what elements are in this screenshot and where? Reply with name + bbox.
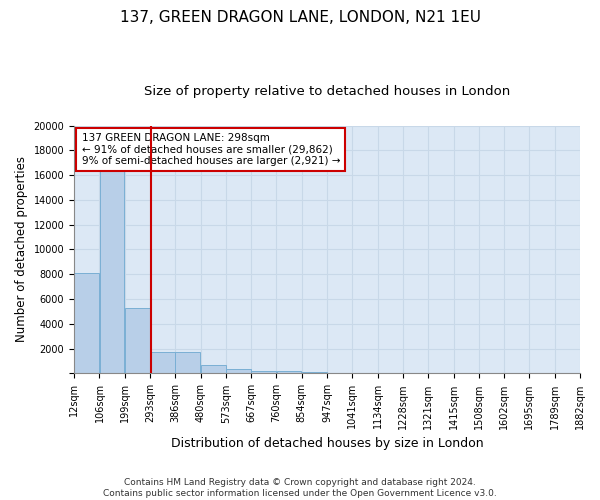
Bar	[201, 366, 226, 374]
X-axis label: Distribution of detached houses by size in London: Distribution of detached houses by size …	[171, 437, 484, 450]
Bar	[277, 372, 301, 374]
Bar	[150, 352, 175, 374]
Bar	[251, 371, 276, 374]
Bar	[175, 352, 200, 374]
Bar	[302, 372, 327, 374]
Title: Size of property relative to detached houses in London: Size of property relative to detached ho…	[144, 85, 510, 98]
Text: 137 GREEN DRAGON LANE: 298sqm
← 91% of detached houses are smaller (29,862)
9% o: 137 GREEN DRAGON LANE: 298sqm ← 91% of d…	[82, 133, 340, 166]
Text: Contains HM Land Registry data © Crown copyright and database right 2024.
Contai: Contains HM Land Registry data © Crown c…	[103, 478, 497, 498]
Bar	[125, 308, 149, 374]
Text: 137, GREEN DRAGON LANE, LONDON, N21 1EU: 137, GREEN DRAGON LANE, LONDON, N21 1EU	[119, 10, 481, 25]
Bar	[74, 273, 99, 374]
Bar	[100, 169, 124, 374]
Y-axis label: Number of detached properties: Number of detached properties	[15, 156, 28, 342]
Bar	[226, 369, 251, 374]
